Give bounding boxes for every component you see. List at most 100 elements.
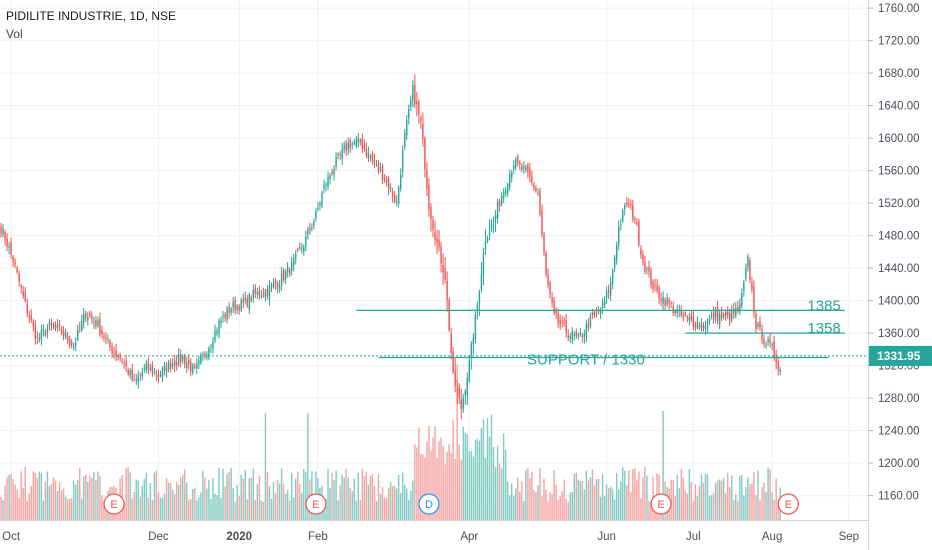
price-axis[interactable]: 1760.00 1720.00 1680.00 1640.00 1600.00 1560.… bbox=[868, 0, 932, 550]
volume-bar bbox=[381, 487, 384, 520]
candle-body bbox=[434, 232, 436, 240]
candle-body bbox=[737, 306, 739, 312]
candle-body bbox=[470, 343, 473, 358]
candle-body bbox=[238, 306, 240, 311]
candle-body bbox=[438, 239, 440, 247]
candle-body bbox=[593, 312, 596, 315]
candle-body bbox=[12, 256, 14, 262]
candle-body bbox=[559, 320, 561, 325]
candle-body bbox=[105, 337, 107, 339]
candle-body bbox=[192, 364, 194, 373]
candle-body bbox=[664, 300, 666, 306]
candle-body bbox=[101, 330, 103, 335]
candle-body bbox=[230, 308, 232, 313]
candle-body bbox=[24, 292, 26, 302]
volume-bar bbox=[502, 433, 505, 520]
candle-body bbox=[151, 364, 154, 375]
volume-bar bbox=[490, 414, 493, 520]
volume-bar bbox=[749, 484, 751, 520]
volume-bar bbox=[131, 498, 133, 520]
volume-bar bbox=[508, 495, 511, 520]
volume-bar bbox=[103, 500, 105, 520]
volume-bar bbox=[636, 480, 638, 520]
candle-body bbox=[682, 314, 685, 317]
volume-bar bbox=[194, 488, 196, 520]
volume-bar bbox=[371, 473, 374, 520]
time-tick-label: Oct bbox=[2, 531, 21, 543]
candle-body bbox=[244, 297, 246, 301]
candle-body bbox=[523, 166, 525, 169]
volume-bar bbox=[161, 497, 164, 520]
candle-body bbox=[547, 273, 549, 285]
volume-bar bbox=[672, 480, 674, 520]
time-tick-label: Dec bbox=[148, 531, 169, 543]
volume-bar bbox=[365, 471, 368, 520]
candle-body bbox=[549, 282, 551, 294]
candle-body bbox=[666, 298, 668, 305]
candle-body bbox=[107, 339, 109, 341]
candle-body bbox=[484, 240, 487, 250]
candle-body bbox=[288, 269, 291, 275]
candle-body bbox=[190, 361, 192, 372]
volume-bar bbox=[644, 466, 646, 520]
volume-bar bbox=[256, 483, 259, 520]
volume-bar bbox=[250, 477, 253, 520]
candle-body bbox=[500, 195, 503, 204]
candle-body bbox=[773, 341, 775, 357]
candle-body bbox=[113, 352, 115, 354]
candle-body bbox=[208, 347, 210, 358]
candle-body bbox=[290, 262, 293, 271]
volume-bar bbox=[327, 468, 329, 520]
candle-body bbox=[563, 322, 565, 324]
volume-bar bbox=[500, 468, 503, 520]
volume-bar bbox=[97, 471, 99, 520]
candle-body bbox=[414, 85, 416, 105]
candle-body bbox=[252, 290, 255, 298]
volume-bar bbox=[42, 500, 45, 520]
volume-bar bbox=[258, 476, 261, 520]
candle-body bbox=[668, 299, 670, 304]
candle-body bbox=[44, 331, 47, 336]
volume-bar bbox=[52, 477, 55, 520]
volume-bar bbox=[438, 441, 440, 520]
candle-body bbox=[323, 184, 325, 189]
candle-body bbox=[234, 299, 236, 311]
candle-body bbox=[222, 315, 224, 318]
candle-body bbox=[686, 316, 689, 318]
candle-body bbox=[264, 290, 267, 298]
volume-bar bbox=[613, 499, 616, 520]
candle-body bbox=[220, 320, 222, 324]
volume-bar bbox=[399, 493, 402, 520]
volume-bar bbox=[30, 485, 32, 520]
candle-body bbox=[581, 335, 584, 337]
candle-body bbox=[46, 328, 49, 333]
volume-bar bbox=[444, 464, 446, 520]
volume-bar bbox=[353, 478, 355, 520]
volume-bar bbox=[262, 501, 265, 520]
volume-bar bbox=[464, 432, 466, 520]
candle-body bbox=[173, 360, 176, 366]
candle-body bbox=[248, 294, 251, 310]
volume-bar bbox=[722, 477, 725, 520]
candle-body bbox=[242, 299, 244, 303]
volume-bar bbox=[733, 499, 735, 520]
volume-bar bbox=[355, 500, 357, 520]
candle-body bbox=[446, 280, 448, 300]
volume-bar bbox=[755, 494, 757, 520]
volume-bar bbox=[87, 481, 89, 520]
candle-body bbox=[565, 319, 567, 334]
candle-body bbox=[767, 339, 769, 342]
candle-body bbox=[626, 202, 628, 205]
volume-bar bbox=[278, 483, 281, 520]
event-marker bbox=[650, 493, 672, 515]
candle-body bbox=[60, 328, 63, 333]
time-axis[interactable]: Oct Dec 2020 Feb Apr Jun Jul Aug Sep bbox=[0, 520, 868, 544]
candle-body bbox=[155, 375, 158, 377]
candle-body bbox=[212, 342, 214, 349]
candle-body bbox=[270, 285, 273, 288]
volume-bar bbox=[412, 480, 414, 520]
volume-bar bbox=[696, 496, 699, 520]
volume-bar bbox=[8, 474, 10, 520]
candle-body bbox=[91, 316, 93, 319]
